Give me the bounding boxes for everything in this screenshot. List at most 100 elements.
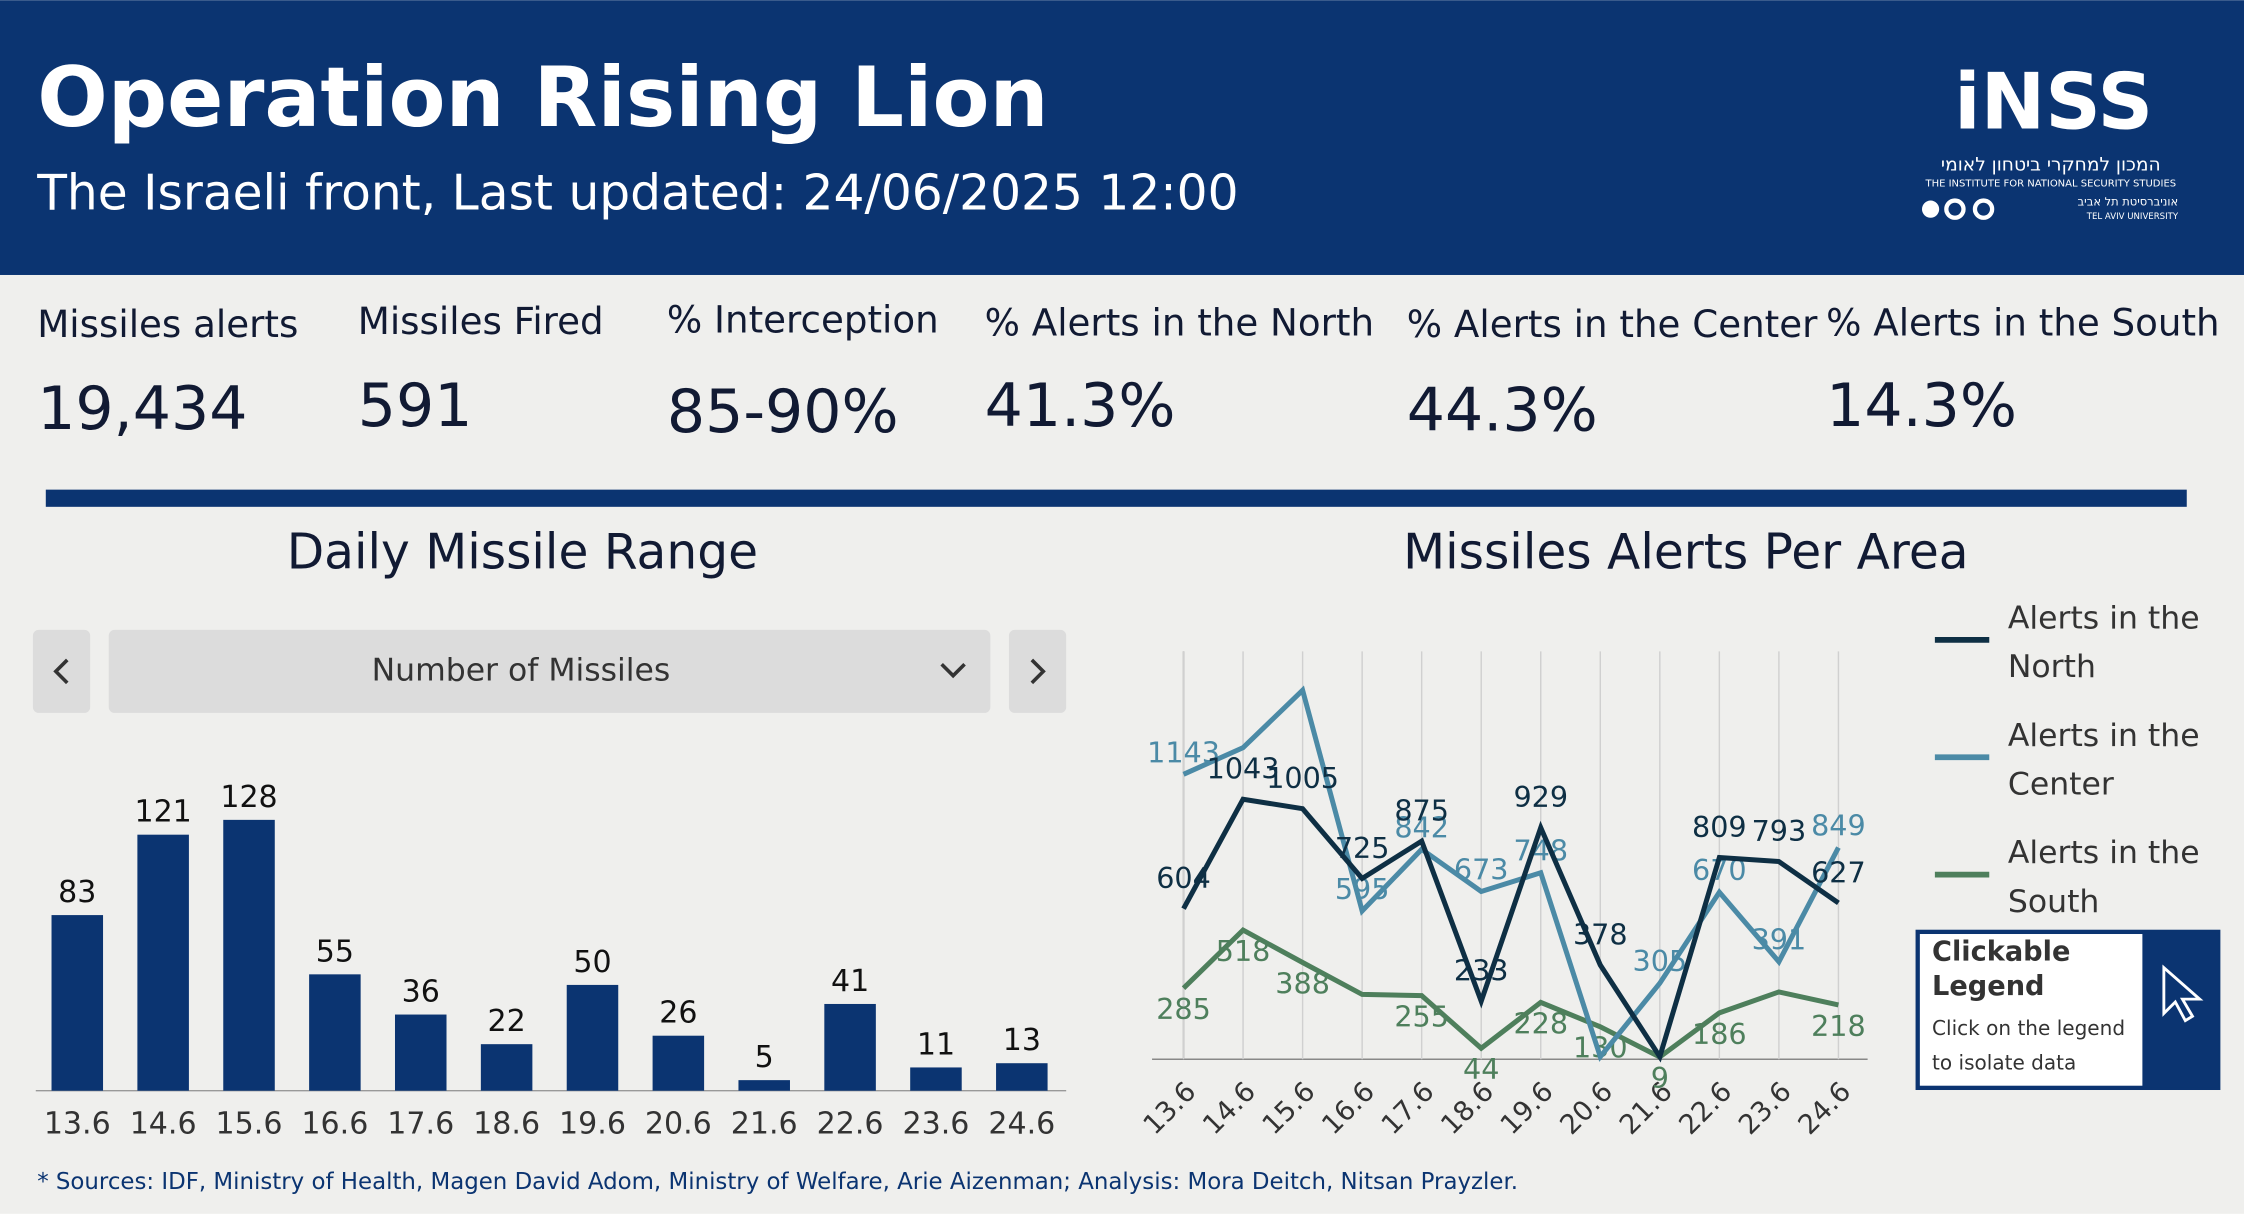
subtitle: The Israeli front, Last updated: 24/06/2…: [36, 165, 1238, 221]
x-tick-label: 20.6: [645, 1107, 712, 1142]
legend-note-title-box: Clickable Legend: [1932, 936, 2071, 1002]
dropdown-label[interactable]: Number of Missiles: [372, 652, 671, 688]
data-label: 9: [1651, 1061, 1669, 1095]
data-label: 388: [1275, 966, 1330, 1000]
bar: [996, 1063, 1048, 1091]
kpi-value: 19,434: [37, 374, 247, 444]
kpi-label: Missiles Fired: [358, 299, 604, 343]
data-label: 849: [1811, 809, 1866, 843]
x-tick-label: 17.6: [387, 1107, 454, 1142]
bar: [394, 1014, 447, 1091]
kpi-label: Missiles alerts: [37, 302, 298, 346]
value-label: 22: [488, 1004, 526, 1039]
value-label: 26: [659, 996, 697, 1031]
chart-title: Daily Missile Range: [287, 524, 758, 580]
bar: [566, 984, 619, 1091]
data-label: 255: [1394, 1000, 1449, 1034]
value-label: 50: [573, 945, 611, 980]
x-tick-label: 21.6: [731, 1107, 798, 1142]
x-tick-label: 14.6: [130, 1107, 197, 1142]
logo-university: TEL AVIV UNIVERSITY: [2086, 212, 2179, 222]
bar: [223, 819, 275, 1091]
data-label: 1143: [1147, 735, 1220, 769]
data-label: 391: [1752, 923, 1807, 957]
bar: [137, 834, 189, 1091]
logo-icon: [1921, 200, 1940, 218]
prev-button[interactable]: [32, 629, 91, 713]
legend-note-title: Clickable Legend: [1932, 936, 2071, 1002]
kpi-value: 85-90%: [667, 377, 899, 447]
data-label: 1005: [1266, 761, 1339, 795]
kpi-value: 591: [358, 371, 473, 441]
data-label: 809: [1692, 810, 1747, 844]
kpi-label: % Interception: [667, 298, 939, 342]
data-label: 228: [1513, 1006, 1568, 1040]
dropdown[interactable]: [108, 629, 991, 713]
data-label: 186: [1692, 1017, 1747, 1051]
kpi-value: 41.3%: [985, 371, 1176, 441]
legend-note-text-box: Click on the legend to isolate data: [1932, 1017, 2126, 1075]
data-label: 793: [1752, 814, 1807, 848]
kpi-label: % Alerts in the North: [985, 301, 1374, 345]
kpi-value: 44.3%: [1407, 375, 1598, 445]
x-tick-label: 15.6: [216, 1107, 283, 1142]
data-label: 725: [1335, 831, 1390, 865]
divider: [45, 489, 2187, 507]
x-tick-label: 22.6: [817, 1107, 884, 1142]
logo-english: THE INSTITUTE FOR NATIONAL SECURITY STUD…: [1924, 178, 2176, 189]
value-label: 13: [1003, 1023, 1041, 1058]
value-label: 41: [831, 964, 869, 999]
logo-icon: [1972, 198, 1995, 220]
x-tick-label: 19.6: [559, 1107, 626, 1142]
kpi-label: % Alerts in the South: [1826, 301, 2220, 345]
legend-label[interactable]: Alerts in the North: [2007, 601, 2200, 686]
value-label: 36: [402, 975, 440, 1010]
bar-chart: Daily Missile Range Number of Missiles 83 1…: [32, 524, 1067, 1142]
data-label: 378: [1573, 917, 1628, 951]
next-icon: [1030, 658, 1046, 685]
legend-note-text: Click on the legend to isolate data: [1932, 1017, 2126, 1075]
kpi-label: % Alerts in the Center: [1407, 302, 1818, 346]
data-label: 44: [1463, 1052, 1499, 1086]
logo-hebrew: המכון למחקרי ביטחון לאומי: [1941, 154, 2161, 175]
x-tick-label: 18.6: [473, 1107, 540, 1142]
data-label: 627: [1811, 855, 1866, 889]
dropdown-icon: [940, 662, 966, 679]
line-series: [1181, 796, 1840, 1063]
legend-label-box: Alerts in the Center: [2007, 718, 2200, 804]
next-button[interactable]: [1008, 629, 1067, 713]
value-label: 121: [134, 795, 191, 830]
x-tick-label: 23.6: [903, 1107, 970, 1142]
bar: [738, 1080, 790, 1091]
bar: [910, 1067, 962, 1091]
data-label: 875: [1394, 793, 1449, 827]
value-label: 128: [220, 780, 277, 815]
value-label: 83: [58, 875, 96, 910]
legend-label[interactable]: Alerts in the South: [2007, 835, 2200, 921]
data-label: 305: [1633, 944, 1688, 978]
data-label: 604: [1156, 861, 1211, 895]
kpi-row: Missiles alerts 19,434 Missiles Fired 591 % …: [37, 298, 2219, 447]
legend-label[interactable]: Alerts in the Center: [2007, 718, 2200, 804]
data-label: 285: [1156, 992, 1211, 1026]
footer: * Sources: IDF, Ministry of Health, Mage…: [37, 1169, 1518, 1195]
data-label: 1043: [1207, 752, 1280, 786]
value-label: 55: [316, 934, 354, 969]
data-label: 218: [1811, 1009, 1866, 1043]
cursor-icon: [2162, 964, 2204, 1023]
value-label: 11: [917, 1027, 955, 1062]
logo-icon: [1944, 198, 1966, 220]
prev-icon: [53, 658, 69, 685]
x-tick-label: 16.6: [301, 1107, 368, 1142]
legend-label-box: Alerts in the North: [2007, 601, 2200, 686]
bar: [51, 915, 104, 1091]
x-tick-label: 24.6: [988, 1107, 1055, 1142]
data-label: 748: [1513, 834, 1568, 868]
data-label: 929: [1513, 780, 1568, 814]
x-tick-label: 13.6: [44, 1107, 111, 1142]
chart-title: Missiles Alerts Per Area: [1403, 524, 1968, 580]
bar: [652, 1035, 705, 1091]
header-band: [0, 0, 2244, 275]
